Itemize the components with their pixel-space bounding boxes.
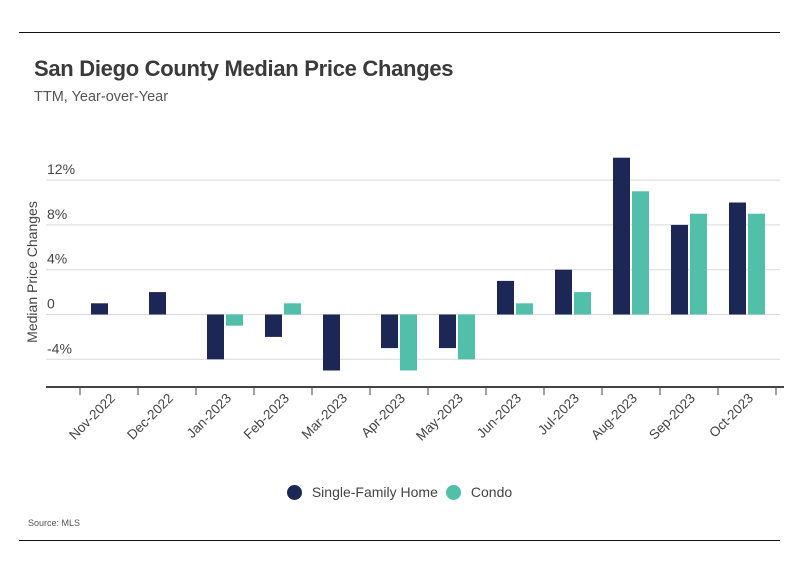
bar-condo-oct-2023 [748, 213, 765, 315]
single-family-swatch-icon [286, 484, 302, 500]
bar-condo-aug-2023 [632, 191, 649, 315]
bar-single-family-may-2023 [439, 314, 456, 349]
x-tick-label: Nov-2022 [66, 391, 118, 443]
x-tick-label: Mar-2023 [299, 391, 350, 442]
bar-single-family-apr-2023 [381, 314, 398, 349]
y-tick-label: 4% [47, 251, 67, 267]
x-tick-label: Oct-2023 [706, 391, 756, 441]
condo-swatch-icon [445, 484, 461, 500]
x-tick-label: Feb-2023 [241, 391, 292, 442]
bar-condo-jul-2023 [574, 292, 591, 315]
x-tick-label: Jun-2023 [474, 391, 524, 441]
bar-condo-feb-2023 [284, 303, 301, 315]
source-note: Source: MLS [28, 518, 81, 528]
x-tick-label: Aug-2023 [588, 391, 640, 443]
legend-label-condo: Condo [470, 484, 513, 500]
bar-single-family-feb-2023 [265, 314, 282, 337]
y-tick-label: 8% [47, 206, 67, 222]
bar-condo-jun-2023 [516, 303, 533, 315]
y-tick-label: 12% [47, 161, 75, 177]
y-axis-label: Median Price Changes [24, 201, 40, 343]
bar-condo-jan-2023 [226, 314, 243, 326]
bar-single-family-aug-2023 [613, 157, 630, 315]
bar-single-family-oct-2023 [729, 202, 746, 315]
bar-single-family-jul-2023 [555, 269, 572, 315]
bar-condo-sep-2023 [690, 213, 707, 315]
bar-single-family-jun-2023 [497, 280, 514, 315]
x-tick-label: Sep-2023 [646, 391, 698, 443]
y-axis-ticks: -4% 0 4% 8% 12% [47, 161, 75, 356]
top-rule [19, 32, 780, 33]
bar-single-family-dec-2022 [149, 292, 166, 315]
bar-chart: -4% 0 4% 8% 12% Nov-2022 Dec-2022 Jan-2023 Feb-… [24, 157, 784, 444]
bars [91, 157, 765, 371]
legend: Single-Family Home Condo [0, 484, 799, 500]
bar-single-family-jan-2023 [207, 314, 224, 360]
legend-item-condo[interactable]: Condo [445, 484, 513, 500]
bar-single-family-nov-2022 [91, 303, 108, 315]
x-tick-label: Apr-2023 [358, 391, 408, 441]
bottom-rule [19, 540, 780, 541]
x-tick-label: Dec-2022 [124, 391, 176, 443]
legend-item-single-family[interactable]: Single-Family Home [286, 484, 438, 500]
chart-title: San Diego County Median Price Changes [34, 56, 454, 81]
x-axis: Nov-2022 Dec-2022 Jan-2023 Feb-2023 Mar-2023… [46, 386, 784, 444]
chart-subtitle: TTM, Year-over-Year [34, 89, 169, 105]
x-tick-label: May-2023 [413, 391, 466, 444]
bar-single-family-sep-2023 [671, 224, 688, 315]
bar-condo-apr-2023 [400, 314, 417, 371]
y-tick-label: 0 [47, 296, 55, 312]
legend-label-single-family: Single-Family Home [311, 484, 438, 500]
x-tick-label: Jul-2023 [535, 391, 582, 438]
y-tick-label: -4% [47, 340, 72, 356]
bar-single-family-mar-2023 [323, 314, 340, 371]
x-tick-label: Jan-2023 [184, 391, 234, 441]
bar-condo-may-2023 [458, 314, 475, 360]
